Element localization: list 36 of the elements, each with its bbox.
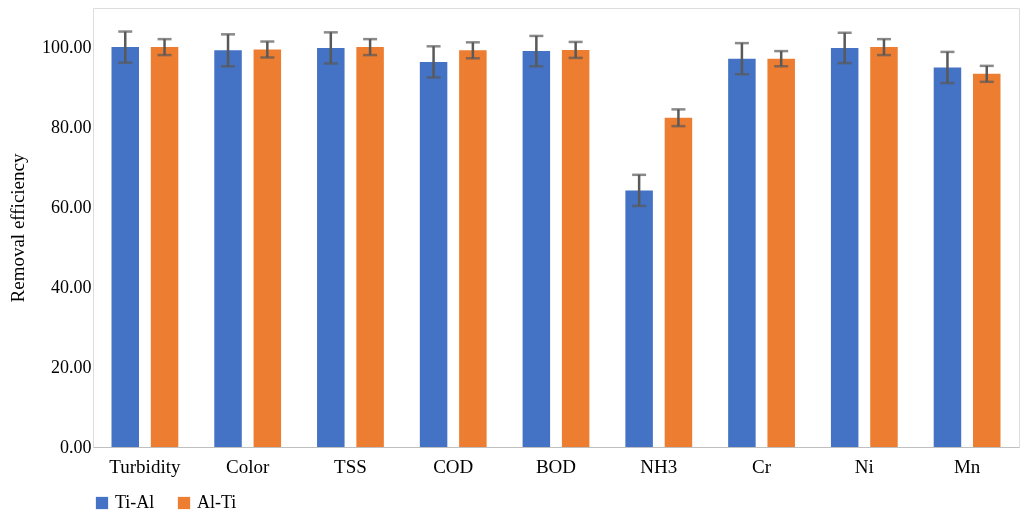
bar xyxy=(111,47,140,447)
bar xyxy=(317,47,345,447)
bar xyxy=(459,50,487,447)
bar xyxy=(253,49,282,447)
bar xyxy=(625,190,653,447)
bar xyxy=(972,73,1001,447)
x-tick-label: Turbidity xyxy=(109,455,181,477)
legend-label: Al-Ti xyxy=(197,492,237,512)
bar xyxy=(664,117,693,447)
bar xyxy=(356,47,384,447)
bar xyxy=(150,47,179,447)
x-tick-label: Color xyxy=(226,455,270,477)
bar xyxy=(728,58,756,447)
x-tick-label: BOD xyxy=(535,455,577,477)
y-axis-title: Removal efficiency xyxy=(7,153,28,303)
legend-label: Ti-Al xyxy=(115,492,155,512)
y-tick-label: 0.00 xyxy=(60,436,92,457)
bar xyxy=(830,47,859,447)
bar xyxy=(419,61,448,447)
y-tick-label: 60.00 xyxy=(51,197,92,218)
bar xyxy=(561,49,590,447)
x-tick-label: Ni xyxy=(854,455,874,477)
x-tick-label: Mn xyxy=(953,455,981,477)
y-tick-label: 100.00 xyxy=(42,37,92,58)
bar xyxy=(214,50,242,447)
bar xyxy=(933,67,962,447)
y-tick-label: 20.00 xyxy=(51,356,92,377)
bar xyxy=(522,51,551,447)
x-tick-label: NH3 xyxy=(640,455,678,477)
bar xyxy=(870,47,898,447)
x-tick-label: COD xyxy=(433,455,474,477)
bar xyxy=(767,58,795,447)
x-tick-label: TSS xyxy=(334,455,367,477)
y-tick-label: 40.00 xyxy=(51,276,92,297)
y-tick-label: 80.00 xyxy=(51,117,92,138)
x-tick-label: Cr xyxy=(752,455,772,477)
